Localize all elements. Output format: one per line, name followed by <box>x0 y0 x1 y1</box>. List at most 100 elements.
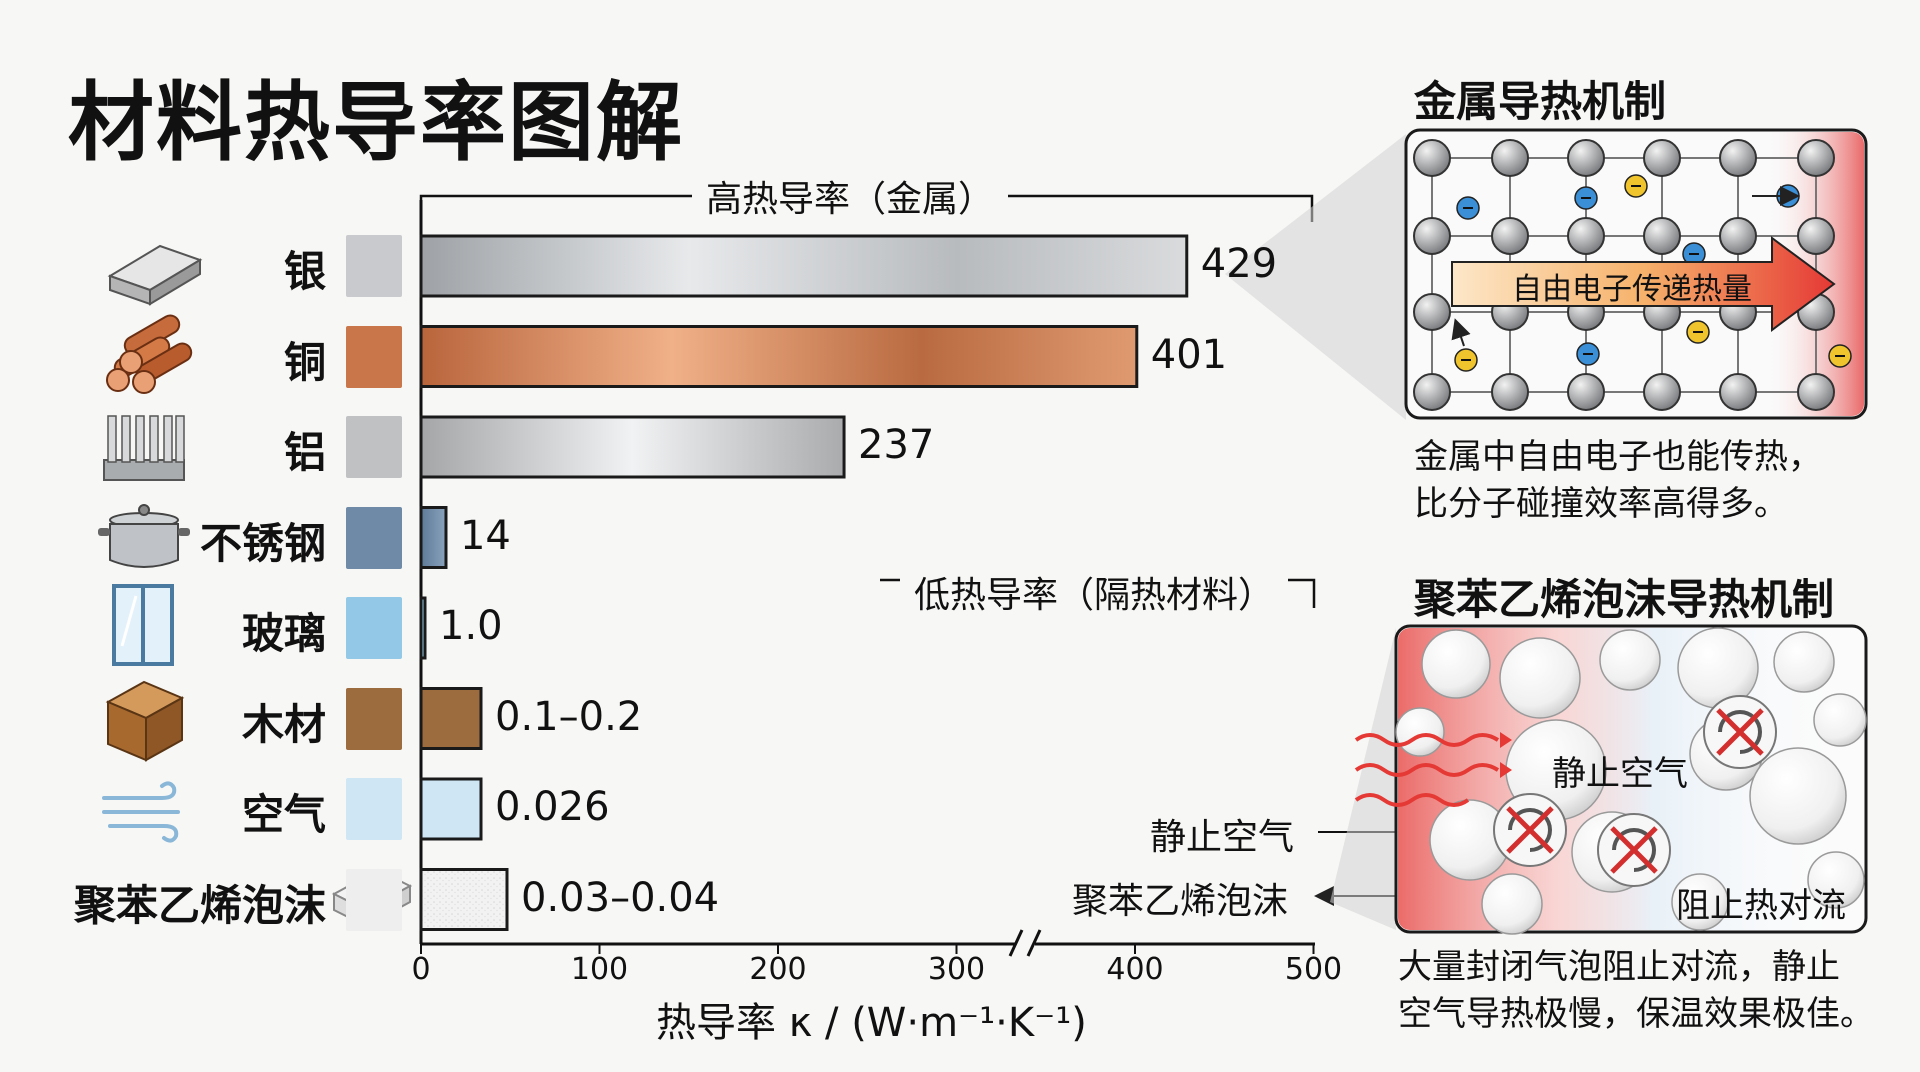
page-title: 材料热导率图解 <box>68 73 684 173</box>
material-swatch-wood <box>346 687 402 750</box>
bar-copper <box>419 325 1139 388</box>
metal-ion <box>1719 217 1757 255</box>
material-label-copper: 铜 <box>283 337 326 387</box>
metal-ion <box>1643 217 1681 255</box>
metal-ion <box>1567 217 1605 255</box>
axis-break-marker <box>1008 929 1042 957</box>
material-label-air: 空气 <box>241 790 326 839</box>
heat-arrowhead <box>1500 732 1512 748</box>
description-line: 空气导热极慢，保温效果极佳。 <box>1398 994 1874 1034</box>
x-tick-label: 300 <box>927 952 986 987</box>
electron-motion-arrow <box>1451 318 1471 347</box>
heat-arrowhead <box>1500 762 1512 778</box>
value-label-wood: 0.1–0.2 <box>495 693 643 740</box>
x-tick-label: 500 <box>1284 952 1343 987</box>
metal-zoom-wedge <box>1225 134 1406 420</box>
value-label-silver: 429 <box>1200 241 1278 287</box>
description-line: 大量封闭气泡阻止对流，静止 <box>1398 947 1840 987</box>
air-bubble <box>1599 629 1661 691</box>
material-label-polystyrene-foam: 聚苯乙烯泡沫 <box>73 880 326 930</box>
bar-aluminum <box>419 415 846 479</box>
metal-panel-title: 金属导热机制 <box>1414 77 1667 126</box>
metal-ion <box>1643 139 1681 177</box>
metal-ion <box>1491 139 1529 177</box>
aluminum-heatsink-icon <box>103 415 185 481</box>
metal-arrow-label: 自由电子传递热量 <box>1512 272 1752 307</box>
bar-air <box>419 777 483 841</box>
air-wind-icon <box>102 781 180 843</box>
metal-ion <box>1491 373 1529 411</box>
metal-ion <box>1719 139 1757 177</box>
bar-polystyrene-foam <box>419 868 509 931</box>
value-label-polystyrene-foam: 0.03–0.04 <box>521 874 720 921</box>
description-line: 比分子碰撞效率高得多。 <box>1414 484 1788 524</box>
bar-glass <box>419 596 427 660</box>
material-swatch-air <box>346 778 402 840</box>
x-tick-label: 0 <box>411 952 431 987</box>
material-label-silver: 银 <box>283 247 326 296</box>
material-swatch-polystyrene-foam <box>346 868 402 931</box>
value-label-stainless-steel: 14 <box>459 512 511 559</box>
heat-wave-icon <box>1354 733 1500 807</box>
air-bubble <box>1813 693 1867 747</box>
material-swatch-glass <box>346 597 402 659</box>
metal-ion <box>1491 217 1529 255</box>
air-bubble <box>1749 747 1847 845</box>
foam-panel-description: 大量封闭气泡阻止对流，静止 空气导热极慢，保温效果极佳。 <box>1398 944 1874 1038</box>
metal-ion <box>1797 139 1835 177</box>
material-label-wood: 木材 <box>241 699 326 749</box>
air-bubble <box>1671 873 1729 931</box>
low-conductivity-label: 低热导率（隔热材料） <box>900 566 1289 618</box>
callout-foam: 聚苯乙烯泡沫 <box>1072 881 1289 922</box>
bar-wood <box>419 687 483 750</box>
value-label-aluminum: 237 <box>858 422 935 468</box>
bar-stainless-steel <box>419 506 448 569</box>
material-label-stainless-steel: 不锈钢 <box>199 518 326 568</box>
material-label-glass: 玻璃 <box>241 609 326 658</box>
foam-mechanism-panel <box>1354 624 1868 935</box>
silver-ingot-icon <box>107 244 203 306</box>
metal-ion <box>1567 373 1605 411</box>
convection-blocked-icon <box>1703 695 1777 769</box>
material-swatch-silver <box>346 235 402 297</box>
air-bubble <box>1421 629 1491 699</box>
material-swatch-stainless-steel <box>346 506 402 569</box>
value-label-glass: 1.0 <box>439 603 503 649</box>
metal-ion <box>1719 373 1757 411</box>
copper-pipes-icon <box>106 314 193 394</box>
heat-transfer-arrow <box>1451 236 1836 332</box>
bar-silver <box>419 234 1189 298</box>
glass-window-icon <box>112 584 174 666</box>
metal-ion <box>1413 139 1451 177</box>
air-bubble <box>1499 637 1581 719</box>
metal-ion <box>1413 293 1451 331</box>
metal-ion <box>1797 217 1835 255</box>
value-label-copper: 401 <box>1150 331 1228 378</box>
metal-ion <box>1567 139 1605 177</box>
air-bubble <box>1773 631 1835 693</box>
foam-zoom-wedge <box>1330 628 1396 930</box>
metal-ion <box>1413 217 1451 255</box>
convection-blocked-icon <box>1493 793 1567 867</box>
material-label-aluminum: 铝 <box>283 428 326 477</box>
metal-panel-description: 金属中自由电子也能传热， 比分子碰撞效率高得多。 <box>1414 434 1822 528</box>
value-label-air: 0.026 <box>495 784 610 830</box>
material-swatch-copper <box>346 325 402 388</box>
foam-still-air-label: 静止空气 <box>1552 754 1688 794</box>
air-bubble <box>1807 851 1865 909</box>
steel-pot-icon <box>98 504 190 568</box>
air-bubble <box>1481 873 1543 935</box>
metal-mechanism-panel <box>1404 128 1868 420</box>
x-tick-label: 200 <box>749 952 807 987</box>
x-tick-label: 400 <box>1106 952 1164 987</box>
wood-block-icon <box>105 680 185 762</box>
callout-still-air: 静止空气 <box>1150 817 1295 858</box>
x-axis-title: 热导率 κ / (W·m⁻¹·K⁻¹) <box>656 1000 1087 1046</box>
air-bubble <box>1395 707 1445 757</box>
material-swatch-aluminum <box>346 416 402 478</box>
foam-block-convection-label: 阻止热对流 <box>1676 886 1846 926</box>
foam-panel-title: 聚苯乙烯泡沫导热机制 <box>1414 575 1835 624</box>
description-line: 金属中自由电子也能传热， <box>1414 437 1822 477</box>
convection-blocked-icon <box>1597 813 1671 887</box>
